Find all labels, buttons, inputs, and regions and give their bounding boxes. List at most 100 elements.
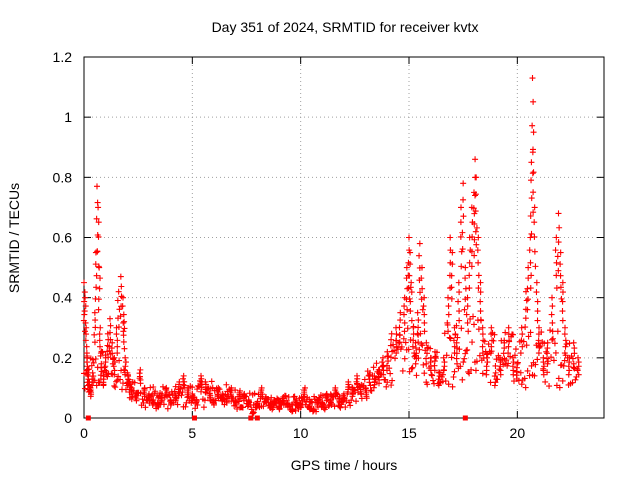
x-tick-label: 15 [401,425,417,441]
data-point [408,317,415,324]
data-point [375,380,382,387]
data-point [366,379,373,386]
data-point [201,397,208,404]
data-point [180,372,187,379]
data-point [141,393,148,400]
data-point [454,334,461,341]
data-point [536,324,542,331]
data-point [421,294,428,301]
data-point [459,376,466,383]
data-point [428,371,435,378]
data-point [487,350,494,357]
x-tick-label: 5 [188,425,196,441]
y-tick-label: 0.2 [53,350,73,366]
data-point [94,183,100,190]
data-point [142,404,149,411]
data-point [559,289,566,296]
data-point [445,303,452,310]
data-point [475,272,482,279]
data-point [106,329,113,336]
data-point [415,317,422,324]
data-point [93,215,100,222]
data-point [105,354,112,361]
data-point [448,295,455,302]
data-point [122,359,129,366]
data-point [554,328,561,335]
data-point [535,331,542,338]
data-point [522,315,529,322]
data-point [309,399,316,406]
data-point [527,234,534,241]
data-point [549,336,555,343]
data-point [111,371,118,378]
data-point [477,298,484,305]
data-point [97,350,104,357]
data-point [544,369,551,376]
data-point [133,397,140,404]
data-point [558,295,565,302]
data-point [453,339,460,346]
data-point [117,313,124,320]
data-point [469,339,476,346]
data-point [415,339,422,346]
data-point [530,98,537,105]
data-point [418,275,425,282]
data-point [527,212,534,219]
data-point [113,331,120,338]
data-point [202,389,209,396]
data-point [525,264,532,271]
data-point [524,367,531,374]
data-point [109,350,116,357]
data-point [518,381,525,388]
data-point [518,337,525,344]
axis-ticks: 0 5 10 15 20 0 0.2 0.4 0.6 0.8 1 1.2 [53,49,604,441]
data-point [552,247,559,254]
data-point [553,285,560,292]
data-point [455,279,462,286]
data-point [110,363,117,370]
data-point [436,379,443,386]
data-point [124,369,131,376]
data-point [197,381,204,388]
data-point [414,309,421,316]
data-point [557,261,564,268]
data-point [111,359,118,366]
data-point [96,331,103,338]
data-point [479,343,486,350]
data-point [404,325,411,332]
data-point [518,324,525,331]
data-point [83,324,90,331]
data-point [150,384,157,391]
data-point [441,330,448,337]
data-point [453,350,460,357]
data-point [443,352,450,359]
data-point [158,397,165,404]
data-point [387,370,394,377]
data-point [557,249,564,256]
data-point [464,319,471,326]
data-point [444,319,451,326]
data-point [429,372,436,379]
zero-marker [85,415,91,421]
data-point [107,322,114,329]
data-point [569,379,576,386]
data-point [559,279,566,286]
data-point [195,382,202,389]
data-point [449,261,456,268]
data-point [419,306,426,313]
data-point [406,368,413,375]
data-point [475,234,482,241]
data-point [461,306,468,313]
data-point [407,249,414,256]
data-point [472,191,479,198]
data-point [507,353,514,360]
data-point [114,377,121,384]
data-point [541,340,548,347]
data-point [517,369,524,376]
data-point [466,285,473,292]
data-point [95,306,102,313]
data-point [401,355,408,362]
data-point [531,233,538,240]
data-point [412,345,419,352]
data-point [530,129,537,136]
